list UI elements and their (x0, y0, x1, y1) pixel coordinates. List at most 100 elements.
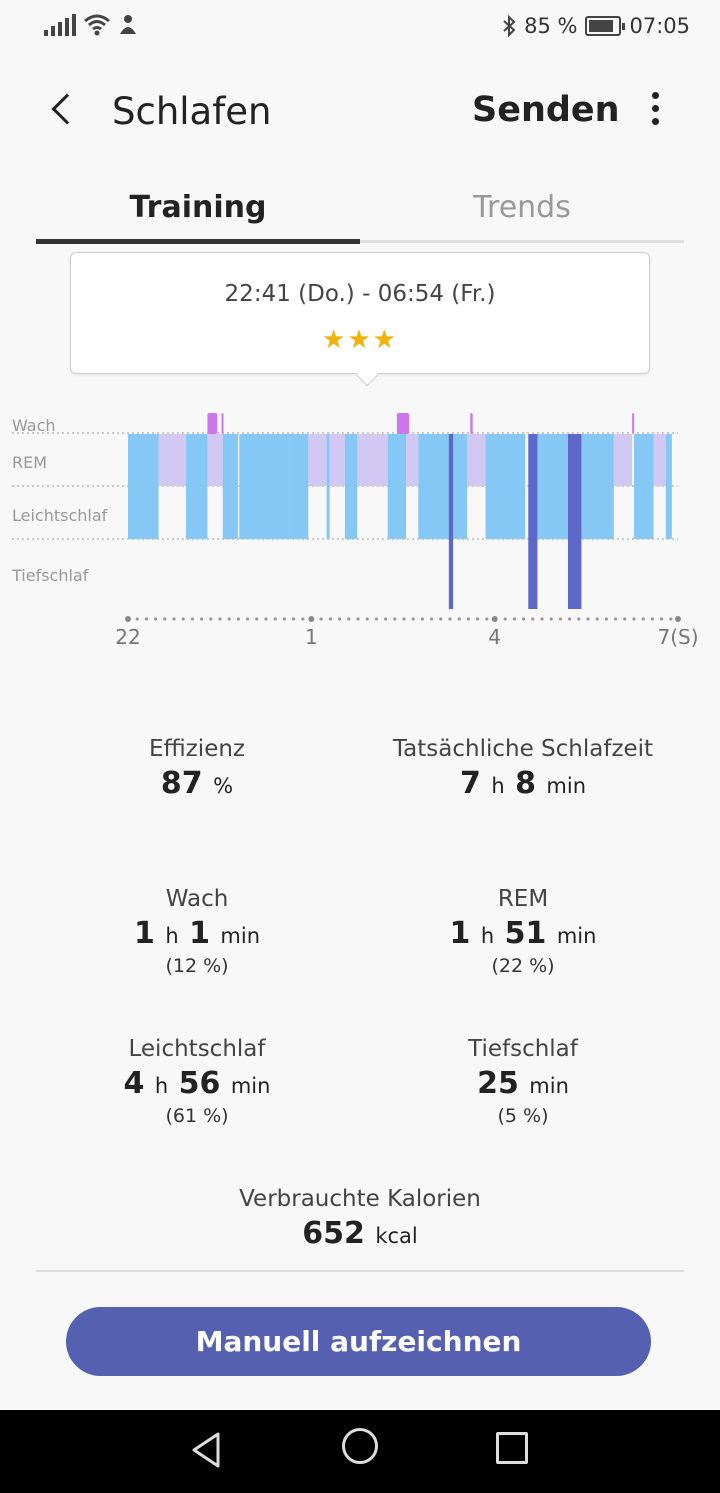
stage-label: Leichtschlaf (12, 506, 108, 525)
axis-dot (669, 617, 673, 621)
hours-unit: h (480, 924, 495, 948)
axis-dot (319, 617, 323, 621)
minutes-value: 1 (189, 916, 210, 951)
axis-dot (466, 617, 470, 621)
sleep-segment-leichtschlaf (222, 434, 238, 539)
axis-dot (549, 617, 553, 621)
stat-leichtschlaf: Leichtschlaf 4 h 56 min (61 %) (32, 1036, 362, 1127)
nav-home-icon[interactable] (342, 1428, 378, 1464)
axis-tick-marker (491, 616, 498, 622)
axis-dot (328, 617, 332, 621)
stat-value: 87 % (32, 766, 362, 801)
more-dot (651, 118, 659, 125)
battery-icon (585, 16, 626, 36)
nav-back-icon[interactable] (188, 1430, 228, 1470)
axis-dot (172, 617, 176, 621)
hours-unit: h (154, 1074, 169, 1098)
sleep-segment-wach (396, 413, 410, 434)
tab-training[interactable]: Training (129, 190, 267, 225)
stat-value: 1 h 51 min (358, 916, 688, 951)
hours-unit: h (491, 774, 505, 798)
stat-calories: Verbrauchte Kalorien 652 kcal (195, 1186, 525, 1251)
stat-label: Verbrauchte Kalorien (239, 1186, 481, 1212)
sleep-segment-rem (329, 434, 345, 486)
sleep-segment-leichtschlaf (485, 434, 526, 539)
manual-record-button[interactable]: Manuell aufzeichnen (66, 1307, 651, 1376)
axis-dot (255, 617, 259, 621)
axis-dot (558, 617, 563, 621)
stage-label: REM (12, 453, 47, 472)
notification-icon (120, 15, 136, 34)
sleep-segment-tiefschlaf (448, 434, 454, 609)
axis-dot (374, 617, 378, 621)
stat-label: Effizienz (148, 736, 246, 762)
tab-active-indicator (36, 239, 360, 244)
stat-sleep-time: Tatsächliche Schlafzeit 7 h 8 min (358, 736, 688, 801)
sleep-segment-rem (653, 434, 666, 486)
stat-wach: Wach 1 h 1 min (12 %) (32, 886, 362, 977)
bluetooth-icon (503, 15, 516, 37)
x-tick-label: 22 (115, 625, 140, 649)
axis-dot (632, 617, 636, 621)
sleep-segment-leichtschlaf (418, 434, 452, 539)
axis-dot (512, 617, 517, 621)
axis-dot (301, 617, 305, 621)
stat-label: REM (497, 886, 549, 912)
sleep-segment-rem (308, 434, 327, 486)
stat-tiefschlaf: Tiefschlaf 25 min (5 %) (358, 1036, 688, 1127)
sleep-segment-rem (207, 434, 223, 486)
page-title: Schlafen (112, 90, 272, 133)
axis-dot (411, 617, 415, 621)
axis-dot (292, 617, 296, 621)
battery-percent: 85 % (524, 14, 578, 38)
sleep-segment-leichtschlaf (387, 434, 407, 539)
stat-label: Tiefschlaf (468, 1036, 578, 1062)
sleep-segment-rem (406, 434, 419, 486)
more-vertical-icon (651, 92, 659, 99)
axis-dot (568, 617, 572, 621)
sleep-segment-leichtschlaf (239, 434, 290, 539)
minutes-value: 25 (477, 1066, 519, 1101)
axis-dot (586, 617, 590, 621)
axis-dot (623, 617, 627, 621)
minutes-unit: min (556, 924, 597, 948)
axis-dot (595, 617, 599, 621)
minutes-unit: min (220, 924, 261, 948)
status-right: 85 % 07:05 (502, 14, 690, 38)
more-options-button[interactable] (640, 92, 670, 132)
stat-label: Wach (165, 886, 229, 912)
axis-dot (430, 617, 434, 621)
nav-recent-icon[interactable] (496, 1432, 528, 1464)
star-icon: ★★★ (322, 325, 398, 355)
send-button[interactable]: Senden (472, 90, 620, 130)
minutes-value: 51 (504, 916, 547, 951)
status-time: 07:05 (629, 14, 690, 38)
axis-dot (135, 617, 139, 621)
x-tick-label: 1 (305, 625, 318, 649)
axis-dot (246, 617, 250, 621)
hours-value: 7 (459, 766, 481, 801)
tab-trends[interactable]: Trends (473, 190, 571, 225)
sleep-segment-rem (158, 434, 187, 486)
stat-percent: (22 %) (491, 955, 555, 977)
x-tick-label: 4 (488, 625, 501, 649)
axis-dot (200, 617, 204, 621)
axis-dot (163, 617, 167, 621)
axis-dot (485, 617, 489, 621)
sleep-segment-tiefschlaf (528, 434, 538, 609)
sleep-segment-leichtschlaf (326, 434, 330, 539)
axis-dot (402, 617, 406, 621)
stat-percent: (12 %) (165, 955, 229, 977)
sleep-segment-leichtschlaf (665, 434, 672, 539)
axis-dot (273, 617, 277, 621)
sleep-segment-wach (632, 413, 635, 434)
app-bar: Schlafen Senden (0, 70, 720, 160)
axis-tick-marker (675, 616, 681, 622)
sleep-stage-chart[interactable]: Wach REM Leichtschlaf Tiefschlaf 22 1 4 7(S) (0, 400, 720, 670)
hours-value: 1 (133, 916, 155, 951)
back-button[interactable] (40, 88, 90, 138)
axis-dot (476, 617, 480, 621)
stat-percent: (61 %) (165, 1105, 229, 1127)
system-nav-bar (0, 1410, 720, 1493)
sleep-segment-wach (207, 413, 218, 434)
